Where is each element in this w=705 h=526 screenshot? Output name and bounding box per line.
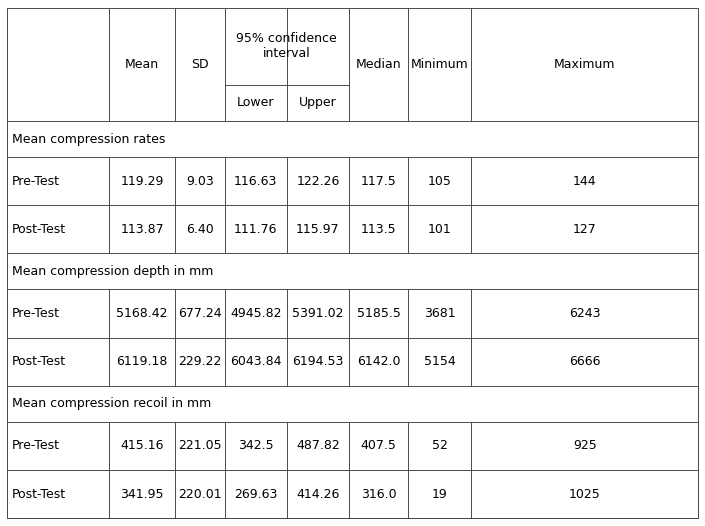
Text: 95% confidence
interval: 95% confidence interval — [236, 33, 337, 60]
Text: 119.29: 119.29 — [121, 175, 164, 188]
Text: 5391.02: 5391.02 — [292, 307, 344, 320]
Text: Mean: Mean — [125, 58, 159, 71]
Text: Post-Test: Post-Test — [12, 488, 66, 501]
Text: 127: 127 — [572, 223, 596, 236]
Text: Pre-Test: Pre-Test — [12, 307, 60, 320]
Text: Mean compression depth in mm: Mean compression depth in mm — [12, 265, 214, 278]
Text: 269.63: 269.63 — [234, 488, 278, 501]
Text: 414.26: 414.26 — [296, 488, 340, 501]
Text: 487.82: 487.82 — [296, 439, 340, 452]
Text: 5154: 5154 — [424, 355, 455, 368]
Text: 5185.5: 5185.5 — [357, 307, 400, 320]
Text: Post-Test: Post-Test — [12, 223, 66, 236]
Text: Post-Test: Post-Test — [12, 355, 66, 368]
Text: Minimum: Minimum — [411, 58, 469, 71]
Text: Lower: Lower — [237, 96, 274, 109]
Text: 113.87: 113.87 — [121, 223, 164, 236]
Text: 5168.42: 5168.42 — [116, 307, 168, 320]
Text: 117.5: 117.5 — [361, 175, 397, 188]
Text: SD: SD — [191, 58, 209, 71]
Text: 101: 101 — [428, 223, 452, 236]
Text: 6119.18: 6119.18 — [116, 355, 168, 368]
Text: 113.5: 113.5 — [361, 223, 397, 236]
Text: 6.40: 6.40 — [186, 223, 214, 236]
Text: 221.05: 221.05 — [178, 439, 221, 452]
Text: 316.0: 316.0 — [361, 488, 397, 501]
Text: 415.16: 415.16 — [121, 439, 164, 452]
Text: 52: 52 — [432, 439, 448, 452]
Text: 6243: 6243 — [569, 307, 601, 320]
Text: 6666: 6666 — [569, 355, 601, 368]
Text: 122.26: 122.26 — [296, 175, 340, 188]
Text: Maximum: Maximum — [554, 58, 615, 71]
Text: 407.5: 407.5 — [361, 439, 397, 452]
Text: 115.97: 115.97 — [296, 223, 340, 236]
Text: 229.22: 229.22 — [178, 355, 221, 368]
Text: Upper: Upper — [299, 96, 337, 109]
Text: 105: 105 — [428, 175, 452, 188]
Text: Median: Median — [356, 58, 402, 71]
Text: 111.76: 111.76 — [234, 223, 278, 236]
Text: 116.63: 116.63 — [234, 175, 278, 188]
Text: Pre-Test: Pre-Test — [12, 175, 60, 188]
Text: 9.03: 9.03 — [186, 175, 214, 188]
Text: 144: 144 — [573, 175, 596, 188]
Text: 6142.0: 6142.0 — [357, 355, 400, 368]
Text: 1025: 1025 — [569, 488, 601, 501]
Text: Pre-Test: Pre-Test — [12, 439, 60, 452]
Text: 3681: 3681 — [424, 307, 455, 320]
Text: 19: 19 — [432, 488, 448, 501]
Text: 220.01: 220.01 — [178, 488, 221, 501]
Text: Mean compression rates: Mean compression rates — [12, 133, 166, 146]
Text: 342.5: 342.5 — [238, 439, 274, 452]
Text: 341.95: 341.95 — [121, 488, 164, 501]
Text: 6194.53: 6194.53 — [293, 355, 343, 368]
Text: 6043.84: 6043.84 — [230, 355, 281, 368]
Text: Mean compression recoil in mm: Mean compression recoil in mm — [12, 397, 212, 410]
Text: 677.24: 677.24 — [178, 307, 221, 320]
Text: 4945.82: 4945.82 — [230, 307, 281, 320]
Text: 925: 925 — [572, 439, 596, 452]
